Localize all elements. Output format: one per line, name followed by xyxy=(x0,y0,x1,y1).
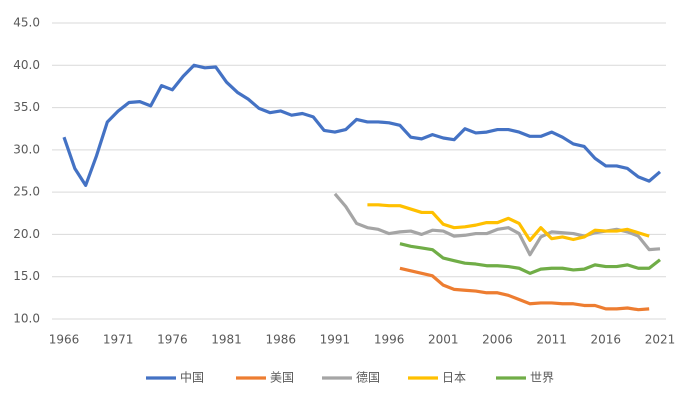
series-line xyxy=(62,63,662,187)
legend-label: 中国 xyxy=(180,370,204,385)
y-tick-label: 45.0 xyxy=(13,16,40,30)
series-line xyxy=(367,203,650,242)
x-tick-label: 1986 xyxy=(265,333,296,347)
y-tick-label: 35.0 xyxy=(13,100,40,114)
x-tick-label: 2001 xyxy=(428,333,459,347)
legend-label: 美国 xyxy=(270,371,294,385)
x-tick-label: 2006 xyxy=(482,333,513,347)
legend-label: 世界 xyxy=(530,371,554,385)
y-tick-label: 25.0 xyxy=(13,185,40,199)
x-tick-label: 1971 xyxy=(103,333,134,347)
y-tick-label: 40.0 xyxy=(13,58,40,72)
series-line xyxy=(399,242,661,275)
x-tick-label: 2016 xyxy=(591,333,622,347)
y-tick-label: 15.0 xyxy=(13,269,40,283)
series-line xyxy=(333,192,661,257)
y-tick-label: 10.0 xyxy=(13,312,40,326)
x-tick-label: 1996 xyxy=(374,333,405,347)
x-tick-label: 1976 xyxy=(157,333,188,347)
x-tick-label: 1966 xyxy=(49,333,80,347)
x-tick-label: 2011 xyxy=(536,333,567,347)
x-tick-label: 2021 xyxy=(645,333,676,347)
y-tick-label: 20.0 xyxy=(13,227,40,241)
legend-label: 德国 xyxy=(356,370,380,385)
x-tick-label: 1991 xyxy=(320,333,351,347)
x-tick-label: 1981 xyxy=(211,333,242,347)
y-tick-label: 30.0 xyxy=(13,142,40,156)
series-line xyxy=(399,266,650,312)
legend-label: 日本 xyxy=(442,371,466,385)
